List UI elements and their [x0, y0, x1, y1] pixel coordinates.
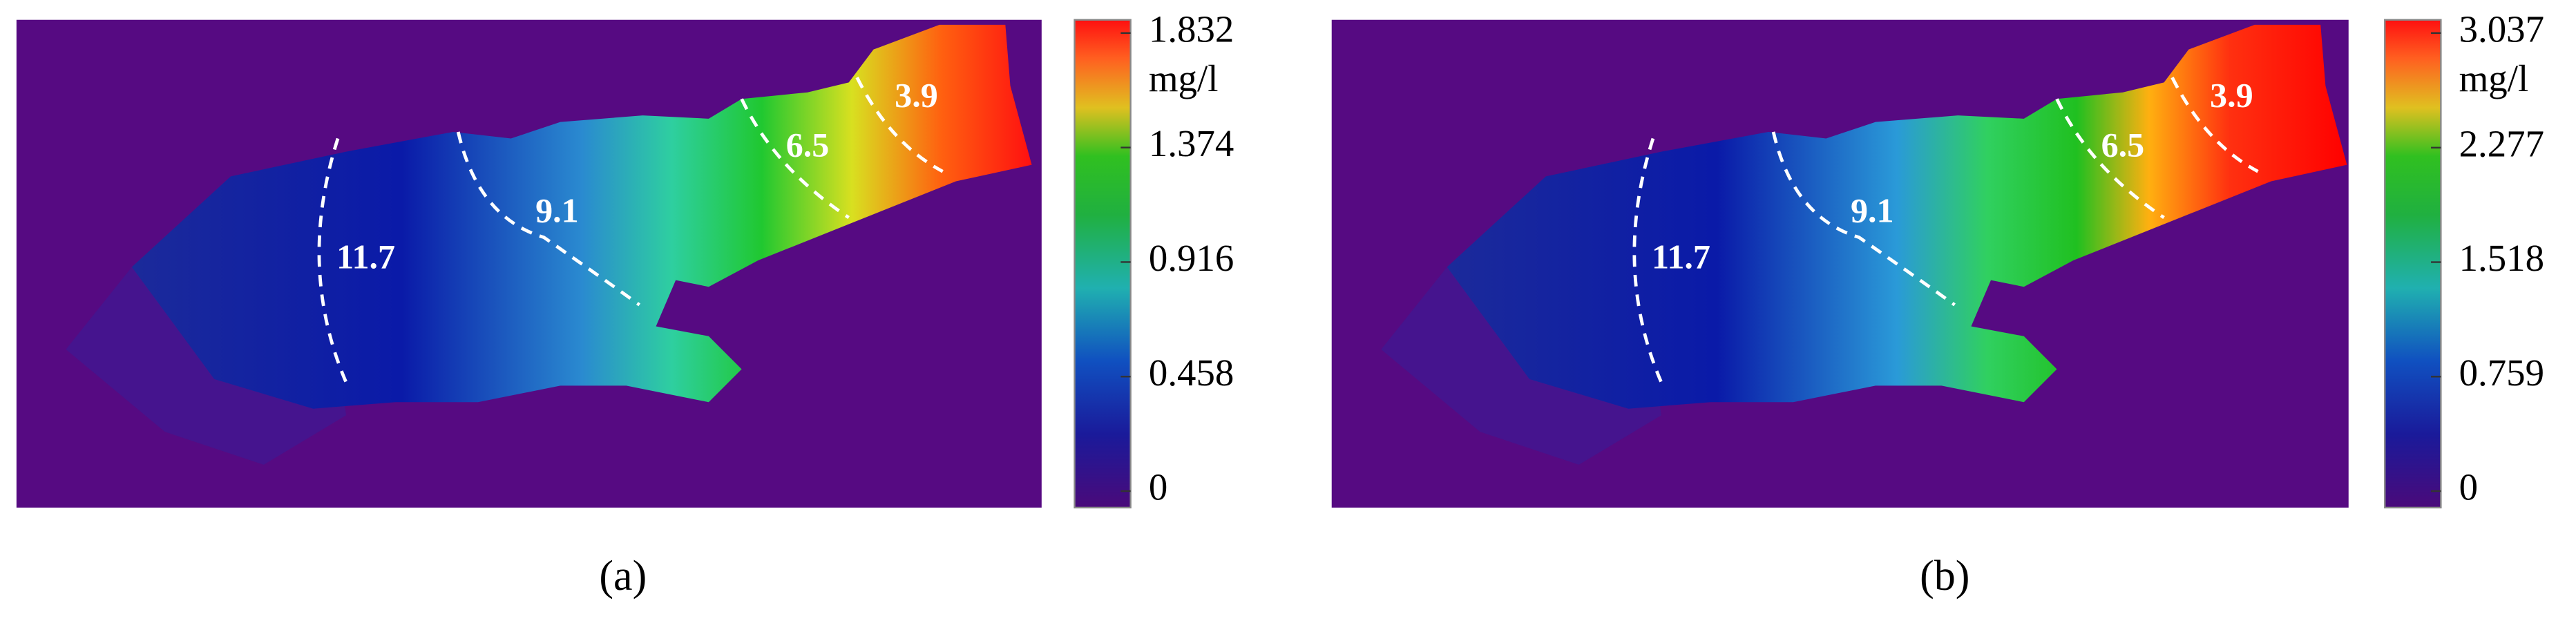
contour-line	[740, 98, 850, 219]
colorbar-tick-label: 0.458	[1149, 352, 1234, 394]
contour-line	[855, 77, 944, 173]
colorbar-tick-label: 0	[2459, 466, 2478, 508]
colorbar	[1074, 19, 1132, 509]
colorbar-tick-label: 0	[1149, 466, 1167, 508]
contour-label: 11.7	[336, 238, 395, 276]
panel-label: (a)	[599, 553, 647, 600]
contour-line	[456, 131, 641, 307]
contour-label: 9.1	[535, 191, 579, 230]
colorbar-tick-label: 0.759	[2459, 352, 2544, 394]
contour-line	[2170, 77, 2259, 173]
panel: 11.7 9.1 6.5 3.9 mg/l (b) 0 0.759 1.518 2.2…	[1331, 8, 2544, 600]
contour-label: 6.5	[2101, 125, 2145, 164]
colorbar-tick-label: 1.832	[1149, 8, 1234, 50]
contour-label: 9.1	[1851, 191, 1894, 230]
panel: 11.7 9.1 6.5 3.9 mg/l (a) 0 0.458 0.916 1.3…	[16, 8, 1234, 600]
contour-line	[317, 137, 348, 383]
contour-label: 6.5	[786, 125, 830, 164]
colorbar	[2384, 19, 2442, 509]
colorbar-tick-label: 3.037	[2459, 8, 2544, 50]
contour-line	[2055, 98, 2165, 219]
contour-label: 3.9	[895, 76, 938, 115]
colorbar-tick-label: 2.277	[2459, 122, 2544, 164]
colorbar-tick-label: 1.374	[1149, 122, 1234, 164]
contour-line	[1632, 137, 1663, 383]
colorbar-tick-label: 0.916	[1149, 237, 1234, 279]
panel-label: (b)	[1920, 553, 1969, 600]
colorbar-tick-label: 1.518	[2459, 237, 2544, 279]
colorbar-unit: mg/l	[1149, 57, 1219, 99]
contour-line	[1771, 131, 1956, 307]
contour-label: 3.9	[2210, 76, 2253, 115]
contour-label: 11.7	[1652, 238, 1710, 276]
colorbar-unit: mg/l	[2459, 57, 2529, 99]
